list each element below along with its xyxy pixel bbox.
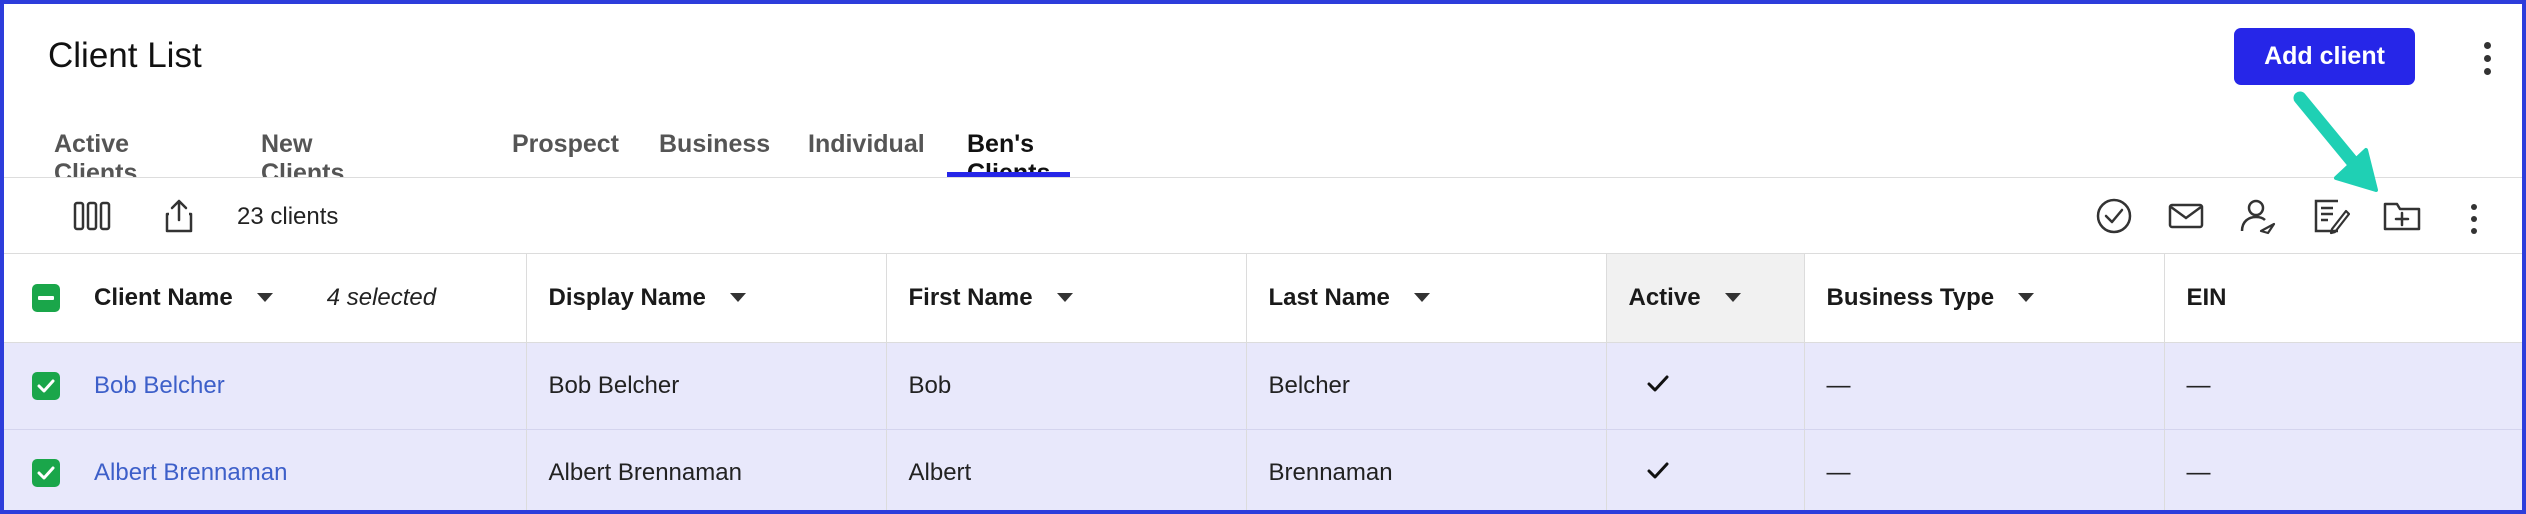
edit-document-icon[interactable] [2311,196,2351,236]
first-name-cell: Albert [908,458,972,486]
columns-icon[interactable] [72,196,112,236]
column-header-business-type[interactable]: Business Type [1804,254,2165,343]
folder-plus-icon[interactable] [2382,196,2422,236]
column-label: EIN [2186,283,2227,311]
active-check-icon [1647,372,1669,400]
selection-count: 4 selected [326,283,437,311]
sort-chevron-icon[interactable] [1056,293,1073,303]
export-icon[interactable] [159,196,199,236]
sort-chevron-icon[interactable] [729,293,746,303]
client-count: 23 clients [237,203,339,230]
display-name-cell: Albert Brennaman [548,458,742,486]
tab-individual[interactable]: Individual [808,130,925,158]
mail-icon[interactable] [2166,196,2206,236]
client-table: Client Name 4 selected Display Name Firs… [4,254,2522,510]
page-title: Client List [48,36,202,75]
more-options-icon[interactable] [2477,42,2497,75]
active-check-icon [1647,459,1669,487]
business-type-cell: — [1826,458,1851,486]
column-header-last-name[interactable]: Last Name [1246,254,1607,343]
column-label: Last Name [1268,283,1390,311]
first-name-cell: Bob [908,371,952,399]
column-label: First Name [908,283,1033,311]
add-client-button[interactable]: Add client [2234,28,2415,85]
column-header-client-name[interactable]: Client Name 4 selected [4,254,527,343]
more-vertical-icon[interactable] [2464,204,2484,234]
tab-new-clients-2022[interactable]: New Clients 2022 [261,130,345,216]
sort-chevron-icon[interactable] [2018,293,2035,303]
business-type-cell: — [1826,371,1851,399]
tab-divider [4,177,2522,178]
tab-bens-clients[interactable]: Ben's Clients [946,112,1071,187]
tab-active-clients[interactable]: Active Clients [54,130,138,187]
client-name-link[interactable]: Albert Brennaman [94,458,288,486]
user-assign-icon[interactable] [2238,196,2278,236]
sort-chevron-icon[interactable] [1724,293,1741,303]
table-toolbar: 23 clients [4,178,2522,254]
ein-cell: — [2186,371,2211,399]
table-header-row: Client Name 4 selected Display Name Firs… [4,254,2522,343]
table-row[interactable]: Albert Brennaman Albert Brennaman Albert… [4,429,2522,510]
row-checkbox[interactable] [32,371,60,400]
sort-chevron-icon[interactable] [256,293,273,303]
annotation-arrow-icon [2293,91,2378,192]
tab-prospect[interactable]: Prospect [512,130,619,158]
ein-cell: — [2186,458,2211,486]
row-checkbox[interactable] [32,458,60,487]
column-label: Client Name [94,283,233,311]
column-header-first-name[interactable]: First Name [886,254,1247,343]
column-label: Business Type [1826,283,1995,311]
column-label: Active [1628,283,1701,311]
column-header-active[interactable]: Active [1606,254,1805,343]
display-name-cell: Bob Belcher [548,371,680,399]
check-circle-icon[interactable] [2094,196,2134,236]
table-row[interactable]: Bob Belcher Bob Belcher Bob Belcher — — [4,342,2522,430]
client-name-link[interactable]: Bob Belcher [94,371,225,399]
select-all-checkbox[interactable] [32,283,60,312]
sort-chevron-icon[interactable] [1413,293,1430,303]
tab-business[interactable]: Business [659,130,771,158]
last-name-cell: Belcher [1268,371,1350,399]
column-label: Display Name [548,283,706,311]
last-name-cell: Brennaman [1268,458,1393,486]
column-header-ein[interactable]: EIN [2164,254,2522,343]
column-header-display-name[interactable]: Display Name [526,254,887,343]
